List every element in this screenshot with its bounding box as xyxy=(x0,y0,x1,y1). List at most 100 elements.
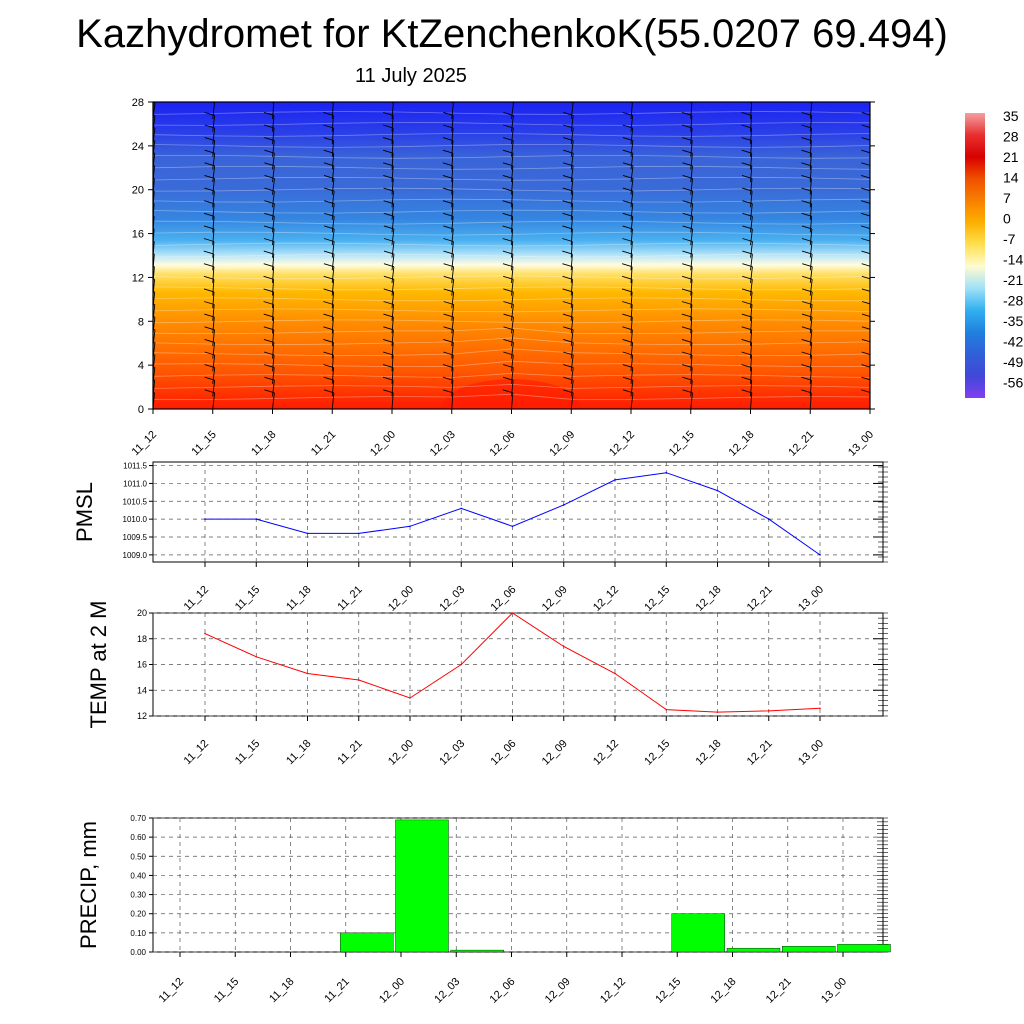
wind-barb xyxy=(204,187,215,208)
wind-barbs xyxy=(153,102,870,409)
pmsl-point xyxy=(819,554,821,556)
wind-barb xyxy=(861,313,870,334)
temp2m-panel: 12 14 16 18 20 11_12 11_15 11_18 11_21 12_00 12_03… xyxy=(86,601,888,768)
precip-ytick-label: 0.20 xyxy=(130,910,146,919)
wind-barb xyxy=(801,200,813,220)
pmsl-ytick-label: 1011.0 xyxy=(123,479,147,488)
wind-barb xyxy=(382,149,394,170)
temp-point xyxy=(409,697,411,699)
wind-barb xyxy=(562,263,573,283)
wind-barb xyxy=(801,149,812,170)
wind-barb xyxy=(681,313,693,334)
temp-ytick-label: 18 xyxy=(137,634,147,644)
colorbar-label: -14 xyxy=(1003,252,1023,268)
wind-barb xyxy=(741,376,753,397)
colorbar-label: 0 xyxy=(1003,211,1011,227)
isotherm xyxy=(153,297,870,302)
pmsl-xtick-label: 12_18 xyxy=(694,584,724,614)
wind-barb xyxy=(502,389,514,409)
wind-barb xyxy=(263,288,275,309)
temp-ytick-label: 14 xyxy=(137,685,147,695)
wind-barb xyxy=(562,288,574,309)
colorbar-label: -56 xyxy=(1003,375,1023,391)
wind-barb xyxy=(442,187,454,208)
isotherm xyxy=(153,122,870,126)
wind-barb xyxy=(383,338,394,359)
pmsl-point xyxy=(614,479,616,481)
wind-barb xyxy=(442,376,454,397)
wind-barb xyxy=(442,212,454,233)
isotherm xyxy=(153,198,870,203)
pmsl-point xyxy=(204,518,206,520)
wind-barb xyxy=(203,275,215,296)
heat-ytick-label: 20 xyxy=(132,185,144,197)
wind-barb xyxy=(801,174,812,195)
pmsl-ytick-label: 1010.0 xyxy=(123,515,148,524)
heat-xtick-label: 12_12 xyxy=(607,429,637,459)
wind-barb xyxy=(801,162,812,183)
wind-barb xyxy=(861,263,870,283)
colorbar-label: 7 xyxy=(1003,190,1011,206)
wind-barb xyxy=(383,162,394,183)
wind-barb xyxy=(203,238,215,258)
wind-barb xyxy=(323,313,334,334)
pmsl-ytick-label: 1009.5 xyxy=(123,533,148,542)
isotherm xyxy=(153,111,870,115)
chart-title: Kazhydromet for KtZenchenkoK(55.0207 69.… xyxy=(76,12,948,56)
wind-barb xyxy=(801,389,812,409)
pmsl-xtick-label: 12_21 xyxy=(745,584,775,614)
precip-xtick-label: 13_00 xyxy=(819,976,849,1006)
wind-barb xyxy=(681,288,693,309)
wind-barb xyxy=(681,301,693,321)
wind-barb xyxy=(861,288,870,309)
wind-barb xyxy=(263,338,275,359)
isotherm xyxy=(153,220,870,225)
wind-barb xyxy=(382,137,394,157)
wind-barb xyxy=(383,389,394,409)
wind-barb xyxy=(562,212,573,233)
wind-barb xyxy=(801,111,813,132)
wind-barb xyxy=(861,351,870,372)
pmsl-xtick-label: 12_12 xyxy=(591,584,621,614)
wind-barb xyxy=(383,313,394,334)
wind-barb xyxy=(741,326,753,346)
temp-point xyxy=(357,679,360,681)
wind-barb xyxy=(382,364,394,384)
wind-barb xyxy=(801,137,812,157)
wind-barb xyxy=(323,326,334,346)
wind-barb xyxy=(383,174,394,195)
wind-barb xyxy=(382,376,394,397)
wind-barb xyxy=(562,200,574,220)
wind-barb xyxy=(621,275,633,296)
wind-barb xyxy=(382,351,394,372)
temp-point xyxy=(460,663,463,666)
temp-point xyxy=(562,645,565,648)
temp-point xyxy=(255,655,258,658)
isotherm xyxy=(153,383,870,389)
wind-barb xyxy=(323,364,335,384)
wind-barb xyxy=(681,275,693,296)
wind-barb xyxy=(323,263,335,283)
chart-subtitle: 11 July 2025 xyxy=(355,65,467,87)
temp-xtick-label: 11_18 xyxy=(284,738,314,768)
colorbar-label: -42 xyxy=(1003,334,1023,350)
wind-barb xyxy=(383,301,395,321)
wind-barb xyxy=(263,250,275,271)
heat-xtick-label: 11_18 xyxy=(249,429,279,459)
wind-barb xyxy=(741,149,753,170)
wind-barb xyxy=(741,301,753,321)
wind-barb xyxy=(861,111,870,132)
precip-ytick-label: 0.70 xyxy=(130,814,146,823)
wind-barb xyxy=(741,288,753,309)
wind-barb xyxy=(562,301,574,321)
wind-barb xyxy=(323,351,334,372)
wind-barb xyxy=(801,376,812,397)
wind-barb xyxy=(383,111,394,132)
wind-barb xyxy=(622,313,633,334)
temp-point xyxy=(819,707,821,710)
pmsl-xtick-label: 11_18 xyxy=(284,584,314,614)
wind-barb xyxy=(562,225,573,246)
colorbar-label: 28 xyxy=(1003,129,1019,145)
temp-point xyxy=(511,612,514,614)
pmsl-ytick-label: 1011.5 xyxy=(123,462,147,471)
